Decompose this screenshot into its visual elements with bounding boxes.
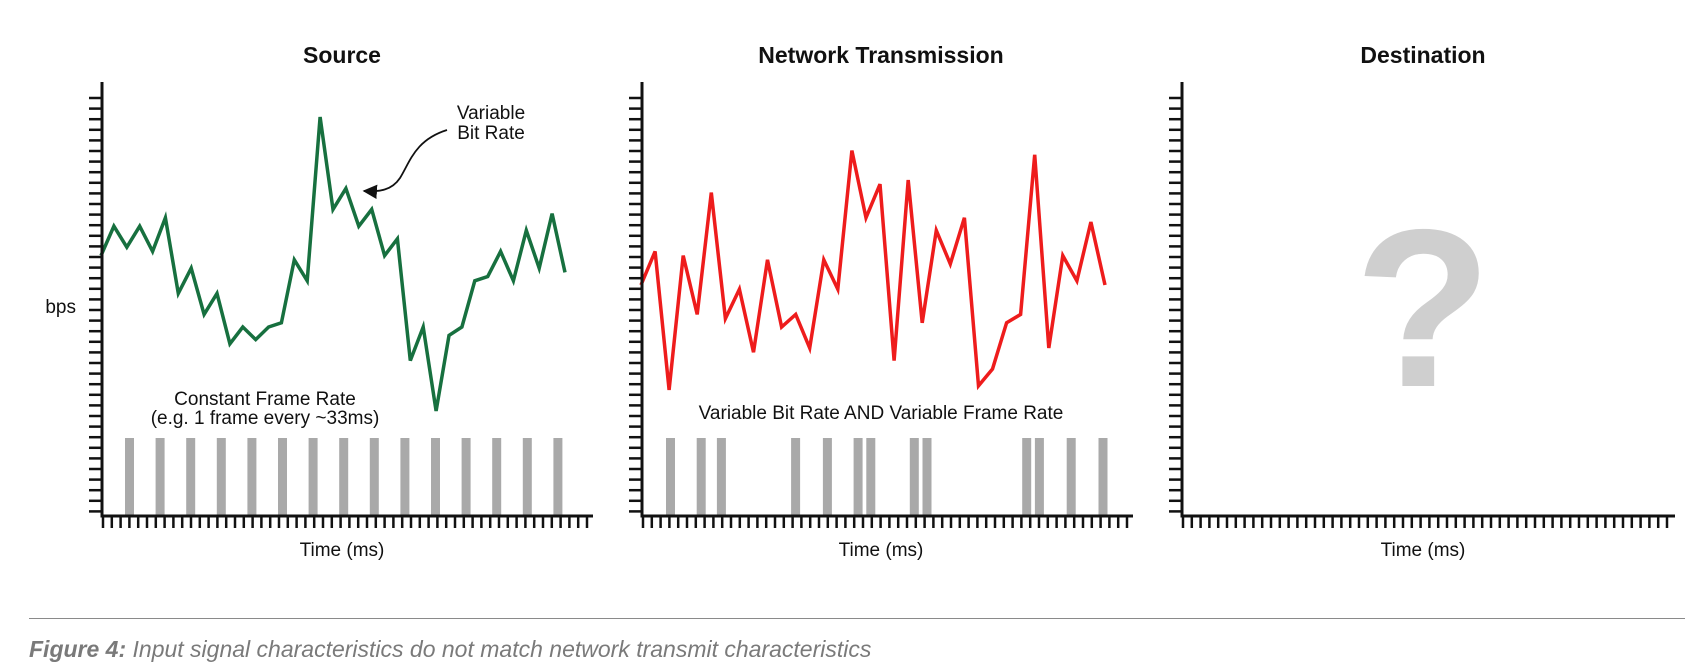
frame-bar	[400, 438, 410, 515]
frame-bar	[186, 438, 196, 515]
network-title: Network Transmission	[758, 42, 1003, 68]
frame-bar	[369, 438, 379, 515]
network-frame-bars	[666, 438, 1108, 515]
destination-x-axis-label: Time (ms)	[1381, 540, 1466, 561]
frame-bar	[822, 438, 832, 515]
variable-bit-rate-annotation-1: Variable	[457, 103, 525, 124]
frame-bar	[791, 438, 801, 515]
destination-axes	[1180, 82, 1675, 518]
frame-bar	[125, 438, 134, 515]
figure-number: Figure 4:	[29, 636, 127, 662]
frame-bar	[522, 438, 532, 515]
figure-diagram: Source bps Time (ms) Constant Frame Rate…	[45, 42, 1675, 561]
network-x-axis-label: Time (ms)	[839, 540, 924, 561]
frame-bar	[1066, 438, 1076, 515]
destination-panel: Destination ? Time (ms)	[1169, 42, 1675, 561]
frame-bar	[716, 438, 726, 515]
variable-frame-rate-label: Variable Bit Rate AND Variable Frame Rat…	[699, 403, 1064, 424]
source-frame-bars	[125, 438, 563, 515]
frame-bar	[216, 438, 226, 515]
network-axes	[640, 82, 1133, 518]
frame-bar	[666, 438, 675, 515]
network-x-ticks	[641, 516, 1129, 528]
figure-caption: Figure 4: Input signal characteristics d…	[29, 636, 871, 663]
frame-bar	[553, 438, 563, 515]
frame-bar	[866, 438, 876, 515]
frame-bar	[339, 438, 349, 515]
network-y-ticks	[629, 96, 642, 513]
source-panel: Source bps Time (ms) Constant Frame Rate…	[45, 42, 593, 561]
source-title: Source	[303, 42, 381, 68]
constant-frame-rate-label: Constant Frame Rate	[174, 389, 356, 410]
source-axes	[100, 82, 593, 518]
variable-bit-rate-annotation-2: Bit Rate	[457, 123, 525, 144]
frame-bar	[922, 438, 932, 515]
frame-bar	[278, 438, 287, 515]
caption-text: Input signal characteristics do not matc…	[132, 636, 872, 662]
network-bitrate-line	[639, 150, 1107, 391]
frame-bar	[492, 438, 502, 515]
frame-bar	[1098, 438, 1108, 515]
frame-bar	[1022, 438, 1032, 515]
source-x-ticks	[101, 516, 589, 528]
frame-bar	[909, 438, 919, 515]
frame-bar	[247, 438, 257, 515]
source-bitrate-line	[99, 116, 567, 412]
frame-bar	[155, 438, 165, 515]
frame-bar	[1034, 438, 1044, 515]
frame-bar	[461, 438, 471, 515]
destination-x-ticks	[1181, 516, 1669, 528]
network-panel: Network Transmission Time (ms) Variable …	[629, 42, 1133, 561]
frame-bar	[431, 438, 440, 515]
frame-bar	[308, 438, 318, 515]
frame-interval-label: (e.g. 1 frame every ~33ms)	[151, 408, 380, 429]
unknown-question-mark: ?	[1354, 182, 1491, 434]
caption-divider	[29, 618, 1685, 619]
frame-bar	[696, 438, 706, 515]
frame-bar	[853, 438, 863, 515]
annotation-arrow	[362, 129, 448, 199]
destination-title: Destination	[1360, 42, 1485, 68]
source-x-axis-label: Time (ms)	[300, 540, 385, 561]
source-y-ticks	[89, 96, 102, 513]
y-axis-label-bps: bps	[45, 297, 76, 318]
destination-y-ticks	[1169, 96, 1182, 513]
